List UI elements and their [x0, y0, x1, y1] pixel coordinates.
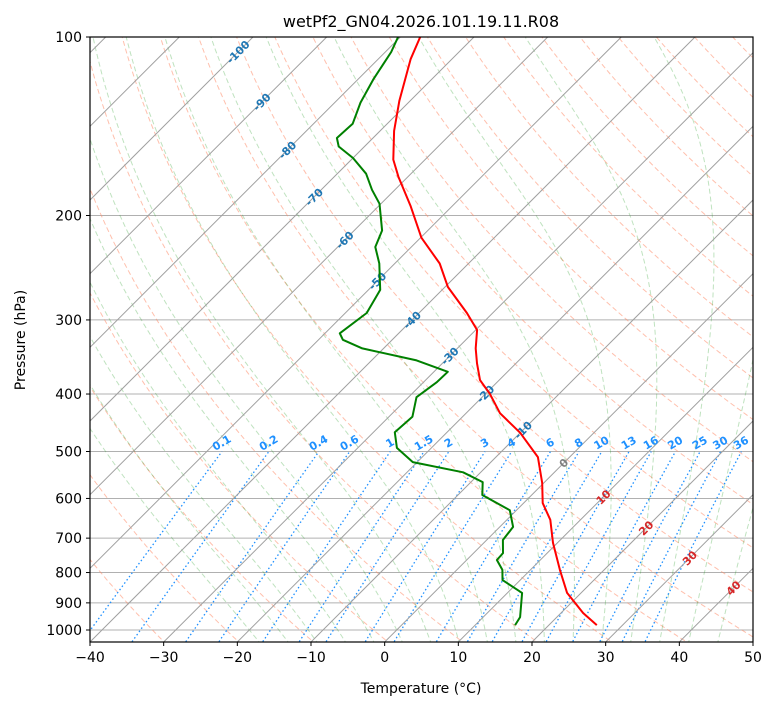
dewpoint-profile-line: [337, 37, 522, 625]
mixing-ratio-line: [217, 452, 350, 646]
x-tick-label: −20: [223, 650, 253, 666]
moist-adiabat: [646, 24, 714, 645]
x-tick-label: 20: [523, 650, 541, 666]
mixing-ratio-label: 20: [665, 433, 685, 452]
dry-adiabat: [269, 24, 775, 645]
y-axis-label: Pressure (hPa): [13, 290, 29, 390]
isotherm: [753, 37, 775, 642]
isotherm: [532, 37, 775, 642]
isotherm-label: -50: [366, 269, 389, 292]
mixing-ratio-label: 0.6: [338, 432, 362, 453]
y-axis-ticks: 100 200 300 400 500 600 700 800 900 1000: [46, 30, 90, 639]
mixing-ratio-label: 0.4: [307, 432, 331, 453]
moist-adiabats: [0, 24, 775, 645]
moist-adiabat: [717, 24, 775, 645]
dry-adiabat: [420, 24, 775, 645]
dry-adiabat: [0, 24, 242, 645]
dry-adiabat: [156, 24, 691, 645]
x-tick-label: 50: [744, 650, 762, 666]
dry-adiabat: [6, 24, 392, 645]
mixing-ratio-label: 30: [711, 433, 731, 452]
mixing-ratio-label: 1.5: [412, 433, 435, 454]
isotherm: [237, 37, 775, 642]
dry-adiabats: [0, 24, 775, 645]
mixing-ratio-line: [643, 452, 741, 646]
mixing-ratio-label: 25: [690, 434, 710, 453]
mixing-ratio-label: 6: [544, 435, 557, 450]
dry-adiabat: [457, 24, 775, 645]
moist-adiabat: [0, 24, 319, 645]
dry-adiabat: [0, 24, 317, 645]
y-tick-label: 200: [55, 209, 82, 225]
mixing-ratio-line: [324, 452, 449, 646]
y-tick-label: 800: [55, 566, 82, 582]
y-tick-label: 900: [55, 596, 82, 612]
mixing-ratio-line: [80, 452, 223, 646]
isotherm: [90, 37, 695, 642]
y-tick-label: 1000: [46, 623, 82, 639]
mixing-ratio-line: [598, 452, 700, 646]
moist-adiabat: [0, 24, 262, 645]
moist-adiabat: [90, 24, 432, 645]
mixing-ratio-label: 0.1: [210, 433, 233, 454]
isotherm: [0, 37, 474, 642]
x-tick-label: 40: [670, 650, 688, 666]
mixing-ratio-label: 10: [592, 433, 612, 452]
moist-adiabat: [207, 24, 517, 645]
mixing-ratio-label: 36: [731, 433, 751, 452]
isotherm: [164, 37, 769, 642]
isotherm-label: -100: [224, 38, 253, 67]
mixing-ratio-label: 0.2: [257, 433, 280, 454]
dry-adiabat: [495, 24, 775, 645]
x-axis-label: Temperature (°C): [360, 681, 482, 697]
x-tick-label: −10: [296, 650, 326, 666]
isotherm: [0, 37, 253, 642]
isotherm: [16, 37, 621, 642]
isotherm: [385, 37, 775, 642]
y-tick-label: 500: [55, 444, 82, 460]
dry-adiabat: [758, 24, 775, 645]
isotherm: [0, 37, 400, 642]
x-tick-label: 10: [449, 650, 467, 666]
mixing-ratio-label: 3: [478, 436, 491, 451]
mixing-ratio-line: [466, 452, 579, 646]
x-tick-label: −40: [75, 650, 105, 666]
moist-adiabat: [261, 24, 545, 645]
moist-adiabat: [688, 24, 775, 645]
isotherm: [0, 37, 327, 642]
temperature-profile-line: [393, 37, 597, 625]
mixing-ratio-line: [434, 452, 550, 646]
moist-adiabat: [517, 24, 657, 645]
x-tick-label: −30: [149, 650, 179, 666]
isotherm-label: 40: [724, 578, 744, 598]
moist-adiabat: [411, 24, 611, 645]
x-axis-ticks: −40 −30 −20 −10 0 10 20 30 40 50: [75, 642, 762, 666]
isotherm-label: -80: [276, 138, 299, 161]
y-tick-label: 400: [55, 387, 82, 403]
dry-adiabat: [570, 24, 775, 645]
x-tick-label: 30: [597, 650, 615, 666]
y-tick-label: 700: [55, 531, 82, 547]
y-tick-label: 600: [55, 491, 82, 507]
y-tick-label: 100: [55, 30, 82, 46]
chart-title: wetPf2_GN04.2026.101.19.11.R08: [283, 12, 559, 32]
mixing-ratio-label: 2: [442, 436, 455, 451]
mixing-ratio-line: [363, 452, 485, 646]
dry-adiabat: [532, 24, 775, 645]
mixing-ratio-label: 13: [619, 434, 639, 453]
isotherm: [311, 37, 775, 642]
profiles: [337, 37, 597, 625]
y-tick-label: 300: [55, 313, 82, 329]
pressure-gridlines: [90, 37, 753, 630]
x-tick-label: 0: [380, 650, 389, 666]
dry-adiabat: [720, 24, 775, 645]
